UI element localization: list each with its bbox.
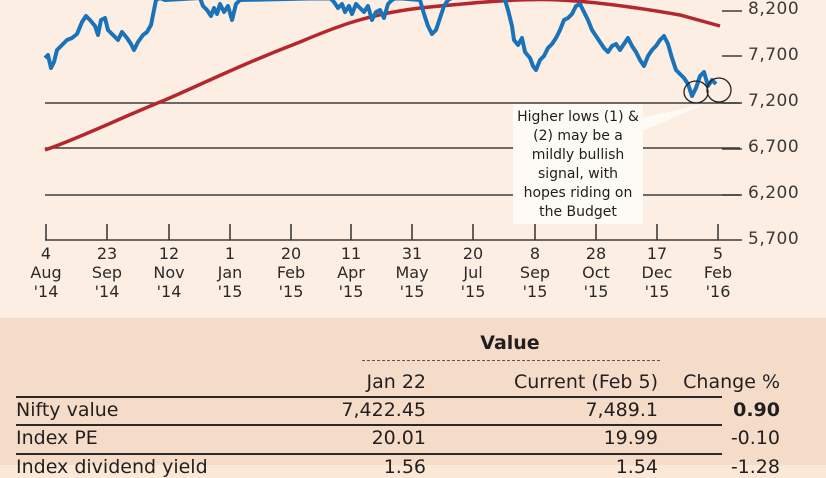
y-tick-5700: 5,700 <box>748 229 800 249</box>
cell-nifty-jan22: 7,422.45 <box>341 399 426 421</box>
valuation-table: Value Jan 22 Current (Feb 5) Change % Ni… <box>0 318 826 478</box>
row-label-index-pe: Index PE <box>16 427 98 449</box>
x-tick-label: 31 May '15 <box>395 244 429 301</box>
x-tick-label: 20 Feb '15 <box>276 244 306 301</box>
x-tick-label: 23 Sep '14 <box>91 244 123 301</box>
value-header-rule <box>362 360 660 361</box>
value-group-header: Value <box>480 332 540 354</box>
x-tick-marks <box>45 224 719 240</box>
table-rule <box>16 424 722 426</box>
x-tick-label: 28 Oct '15 <box>582 244 610 301</box>
callout-pointer <box>640 104 705 132</box>
x-tick-label: 11 Apr '15 <box>337 244 365 301</box>
nifty-line <box>43 0 718 98</box>
cell-pe-change: -0.10 <box>730 427 780 449</box>
line-chart <box>43 0 742 241</box>
y-tick-7700: 7,700 <box>748 45 800 65</box>
moving-average-line <box>44 0 721 152</box>
cell-nifty-change: 0.90 <box>733 399 780 421</box>
cell-pe-jan22: 20.01 <box>371 427 426 449</box>
column-header-jan22: Jan 22 <box>366 371 426 393</box>
row-label-nifty: Nifty value <box>16 399 119 421</box>
x-tick-label: 17 Dec '15 <box>641 244 673 301</box>
cell-yield-change: -1.28 <box>730 456 780 478</box>
x-tick-label: 4 Aug '14 <box>30 244 62 301</box>
y-tick-6700: 6,700 <box>748 137 800 157</box>
x-tick-label: 12 Nov '14 <box>153 244 185 301</box>
x-tick-label: 1 Jan '15 <box>217 244 243 301</box>
row-label-dividend-yield: Index dividend yield <box>16 456 208 478</box>
cell-nifty-current: 7,489.1 <box>585 399 658 421</box>
x-tick-label: 5 Feb '16 <box>703 244 733 301</box>
cell-pe-current: 19.99 <box>603 427 658 449</box>
y-tick-6200: 6,200 <box>748 183 800 203</box>
annotation-callout: Higher lows (1) & (2) may be a mildly bu… <box>513 104 643 224</box>
column-header-current: Current (Feb 5) <box>514 371 658 393</box>
higher-lows-circles <box>683 77 732 104</box>
column-header-change: Change % <box>683 371 780 393</box>
x-tick-label: 20 Jul '15 <box>460 244 486 301</box>
cell-yield-current: 1.54 <box>615 456 658 478</box>
table-rule <box>16 453 722 455</box>
x-tick-label: 8 Sep '15 <box>519 244 551 301</box>
table-rule <box>16 396 722 398</box>
y-tick-8200: 8,200 <box>748 0 800 19</box>
y-tick-7200: 7,200 <box>748 91 800 111</box>
y-tick-marks <box>722 10 742 196</box>
chart-area: 8,200 7,700 7,200 6,700 6,200 5,700 4 Aug… <box>0 0 826 318</box>
cell-yield-jan22: 1.56 <box>383 456 426 478</box>
